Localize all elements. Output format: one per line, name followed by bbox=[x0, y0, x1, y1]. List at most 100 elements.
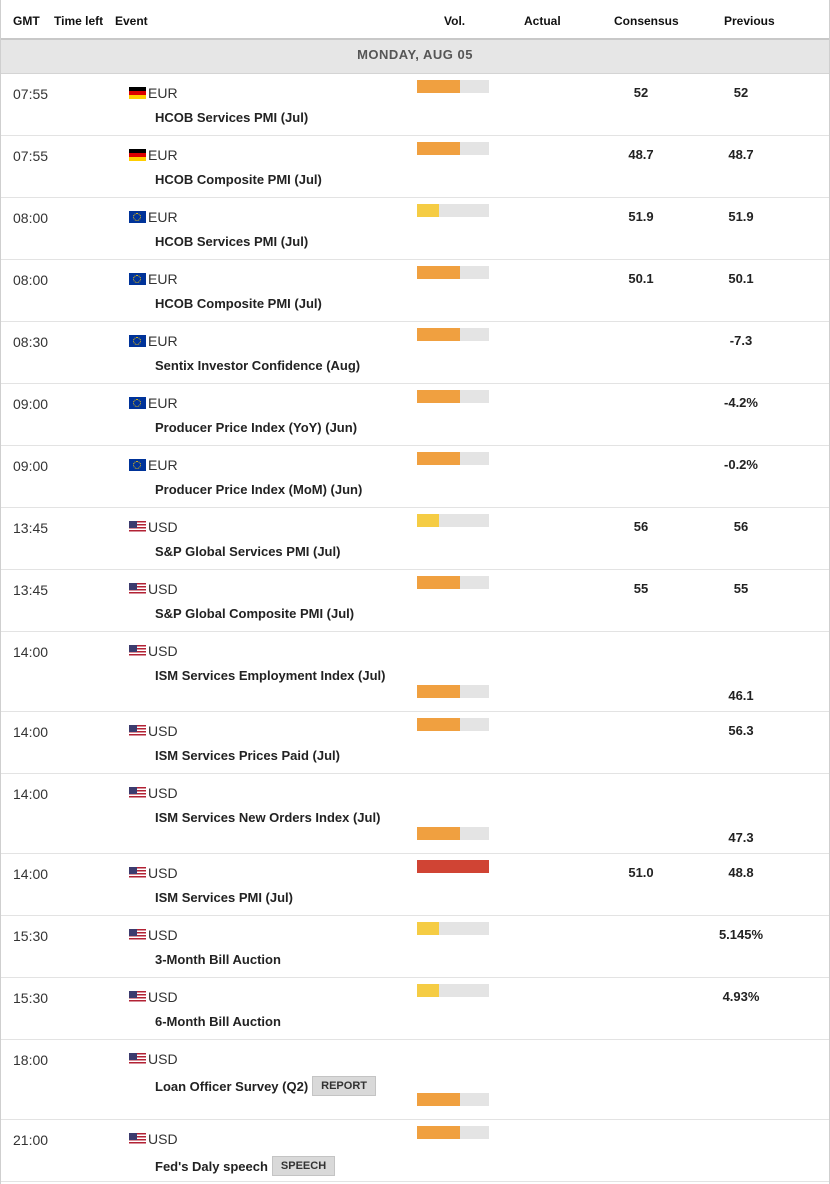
event-tag[interactable]: SPEECH bbox=[271, 1156, 336, 1176]
event-row[interactable]: 09:00 EUR Producer Price Index (MoM) (Jun)… bbox=[1, 446, 829, 508]
event-row[interactable]: 14:00 USD ISM Services Employment Index (J… bbox=[1, 632, 829, 712]
event-previous: 55 bbox=[733, 581, 749, 596]
volatility-fill bbox=[417, 685, 461, 698]
event-row[interactable]: 14:00 USD ISM Services Prices Paid (Jul) 56… bbox=[1, 712, 829, 774]
event-row[interactable]: 15:30 USD 6-Month Bill Auction 4.93% bbox=[1, 978, 829, 1040]
event-time: 15:30 bbox=[13, 990, 49, 1006]
event-previous: 47.3 bbox=[728, 830, 754, 845]
event-name[interactable]: Loan Officer Survey (Q2) REPORT bbox=[155, 1076, 376, 1096]
header-time-left[interactable]: Time left bbox=[54, 14, 104, 28]
volatility-fill bbox=[417, 827, 461, 840]
volatility-bar bbox=[417, 266, 489, 279]
event-name[interactable]: HCOB Composite PMI (Jul) bbox=[155, 296, 322, 311]
event-name[interactable]: Producer Price Index (MoM) (Jun) bbox=[155, 482, 362, 497]
event-row[interactable]: 08:30 EUR Sentix Investor Confidence (Aug)… bbox=[1, 322, 829, 384]
event-time: 14:00 bbox=[13, 644, 49, 660]
event-title[interactable]: Producer Price Index (YoY) (Jun) bbox=[155, 420, 358, 435]
header-previous[interactable]: Previous bbox=[724, 14, 775, 28]
event-row[interactable]: 13:45 USD S&P Global Services PMI (Jul) 56 5… bbox=[1, 508, 829, 570]
event-time: 07:55 bbox=[13, 86, 49, 102]
event-currency: EUR bbox=[129, 333, 178, 349]
event-title[interactable]: Loan Officer Survey (Q2) bbox=[155, 1078, 309, 1094]
header-consensus[interactable]: Consensus bbox=[614, 14, 679, 28]
event-consensus: 50.1 bbox=[628, 271, 654, 286]
event-row[interactable]: 21:00 USD Fed's Daly speech SPEECH bbox=[1, 1120, 829, 1182]
event-currency: USD bbox=[129, 785, 178, 801]
currency-code: USD bbox=[148, 1051, 178, 1067]
volatility-bar bbox=[417, 204, 489, 217]
currency-code: EUR bbox=[148, 333, 178, 349]
event-title[interactable]: ISM Services Employment Index (Jul) bbox=[155, 668, 386, 683]
event-tag[interactable]: REPORT bbox=[312, 1076, 376, 1096]
volatility-bar bbox=[417, 80, 489, 93]
event-previous: -7.3 bbox=[729, 333, 753, 348]
event-name[interactable]: Sentix Investor Confidence (Aug) bbox=[155, 358, 360, 373]
volatility-fill bbox=[417, 452, 461, 465]
event-row[interactable]: 07:55 EUR HCOB Composite PMI (Jul) 48.7 48.7 bbox=[1, 136, 829, 198]
header-actual[interactable]: Actual bbox=[524, 14, 561, 28]
header-gmt[interactable]: GMT bbox=[13, 14, 40, 28]
volatility-bar bbox=[417, 576, 489, 589]
event-time: 21:00 bbox=[13, 1132, 49, 1148]
event-name[interactable]: ISM Services PMI (Jul) bbox=[155, 890, 293, 905]
flag-eu-icon bbox=[129, 397, 146, 409]
event-name[interactable]: ISM Services Employment Index (Jul) bbox=[155, 668, 385, 683]
event-name[interactable]: S&P Global Services PMI (Jul) bbox=[155, 544, 340, 559]
event-previous: 56.3 bbox=[728, 723, 754, 738]
event-row[interactable]: 07:55 EUR HCOB Services PMI (Jul) 52 52 bbox=[1, 74, 829, 136]
header-vol[interactable]: Vol. bbox=[444, 14, 466, 28]
event-title[interactable]: ISM Services Prices Paid (Jul) bbox=[155, 748, 340, 763]
event-title[interactable]: ISM Services PMI (Jul) bbox=[155, 890, 293, 905]
event-title[interactable]: S&P Global Services PMI (Jul) bbox=[155, 544, 341, 559]
flag-us-icon bbox=[129, 991, 146, 1003]
event-name[interactable]: ISM Services Prices Paid (Jul) bbox=[155, 748, 340, 763]
event-title[interactable]: 6-Month Bill Auction bbox=[155, 1014, 281, 1029]
event-previous: -0.2% bbox=[724, 457, 758, 472]
event-currency: EUR bbox=[129, 271, 178, 287]
event-name[interactable]: HCOB Services PMI (Jul) bbox=[155, 110, 308, 125]
currency-code: EUR bbox=[148, 85, 178, 101]
event-name[interactable]: 6-Month Bill Auction bbox=[155, 1014, 281, 1029]
flag-eu-icon bbox=[129, 459, 146, 471]
volatility-fill bbox=[417, 204, 439, 217]
event-row[interactable]: 14:00 USD ISM Services New Orders Index (J… bbox=[1, 774, 829, 854]
event-title[interactable]: S&P Global Composite PMI (Jul) bbox=[155, 606, 355, 621]
event-row[interactable]: 15:30 USD 3-Month Bill Auction 5.145% bbox=[1, 916, 829, 978]
event-title[interactable]: HCOB Services PMI (Jul) bbox=[155, 110, 309, 125]
event-name[interactable]: 3-Month Bill Auction bbox=[155, 952, 281, 967]
event-consensus: 55 bbox=[633, 581, 649, 596]
flag-us-icon bbox=[129, 645, 146, 657]
event-row[interactable]: 08:00 EUR HCOB Composite PMI (Jul) 50.1 50.1 bbox=[1, 260, 829, 322]
event-title[interactable]: Producer Price Index (MoM) (Jun) bbox=[155, 482, 363, 497]
event-row[interactable]: 14:00 USD ISM Services PMI (Jul) 51.0 48.8 bbox=[1, 854, 829, 916]
event-title[interactable]: Sentix Investor Confidence (Aug) bbox=[155, 358, 361, 373]
volatility-bar bbox=[417, 984, 489, 997]
volatility-fill bbox=[417, 1093, 461, 1106]
event-row[interactable]: 08:00 EUR HCOB Services PMI (Jul) 51.9 51.9 bbox=[1, 198, 829, 260]
event-name[interactable]: HCOB Composite PMI (Jul) bbox=[155, 172, 322, 187]
currency-code: USD bbox=[148, 989, 178, 1005]
event-title[interactable]: ISM Services New Orders Index (Jul) bbox=[155, 810, 381, 825]
event-time: 08:00 bbox=[13, 272, 49, 288]
event-row[interactable]: 18:00 USD Loan Officer Survey (Q2) REPORT bbox=[1, 1040, 829, 1120]
event-name[interactable]: HCOB Services PMI (Jul) bbox=[155, 234, 308, 249]
flag-eu-icon bbox=[129, 211, 146, 223]
event-title[interactable]: HCOB Services PMI (Jul) bbox=[155, 234, 309, 249]
event-row[interactable]: 09:00 EUR Producer Price Index (YoY) (Jun)… bbox=[1, 384, 829, 446]
event-title[interactable]: Fed's Daly speech bbox=[155, 1158, 268, 1174]
header-event[interactable]: Event bbox=[115, 14, 148, 28]
event-title[interactable]: HCOB Composite PMI (Jul) bbox=[155, 172, 322, 187]
volatility-bar bbox=[417, 390, 489, 403]
event-name[interactable]: S&P Global Composite PMI (Jul) bbox=[155, 606, 354, 621]
event-row[interactable]: 13:45 USD S&P Global Composite PMI (Jul) 55… bbox=[1, 570, 829, 632]
event-currency: USD bbox=[129, 723, 178, 739]
event-name[interactable]: ISM Services New Orders Index (Jul) bbox=[155, 810, 380, 825]
event-title[interactable]: 3-Month Bill Auction bbox=[155, 952, 281, 967]
volatility-fill bbox=[417, 1126, 461, 1139]
event-time: 08:00 bbox=[13, 210, 49, 226]
event-title[interactable]: HCOB Composite PMI (Jul) bbox=[155, 296, 322, 311]
event-name[interactable]: Producer Price Index (YoY) (Jun) bbox=[155, 420, 357, 435]
event-currency: USD bbox=[129, 1131, 178, 1147]
event-name[interactable]: Fed's Daly speech SPEECH bbox=[155, 1156, 336, 1176]
